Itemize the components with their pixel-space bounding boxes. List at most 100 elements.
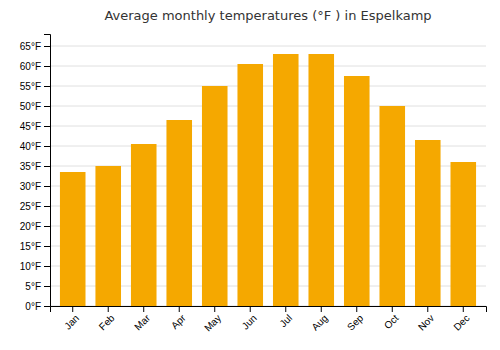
y-tick-mark bbox=[44, 246, 50, 247]
x-tick: Dec bbox=[451, 306, 471, 333]
x-tick-label: Aug bbox=[309, 312, 329, 332]
y-tick-mark bbox=[44, 186, 50, 187]
x-tick-label: Jul bbox=[277, 312, 294, 329]
x-tick-mark bbox=[427, 306, 428, 312]
y-tick: 0°F bbox=[25, 301, 50, 312]
y-tick-mark bbox=[44, 86, 50, 87]
bar bbox=[237, 64, 263, 306]
title: Average monthly temperatures (°F ) in Es… bbox=[104, 8, 431, 23]
x-tick-label: Jun bbox=[240, 312, 259, 331]
x-tick-mark bbox=[72, 306, 73, 312]
y-tick: 45°F bbox=[20, 121, 50, 132]
x-tick: Aug bbox=[309, 306, 329, 333]
x-tick-label: Nov bbox=[416, 312, 436, 332]
y-axis-line bbox=[44, 35, 51, 307]
x-tick: Sep bbox=[345, 306, 366, 333]
x-tick: Jun bbox=[240, 306, 259, 332]
y-tick-label: 45°F bbox=[20, 121, 41, 132]
x-tick-mark bbox=[108, 306, 109, 312]
bars bbox=[60, 54, 476, 306]
x-tick-mark bbox=[250, 306, 251, 312]
y-tick-label: 10°F bbox=[20, 261, 41, 272]
y-tick-mark bbox=[44, 46, 50, 47]
bar bbox=[95, 166, 121, 306]
bar bbox=[166, 120, 192, 306]
y-tick: 50°F bbox=[20, 101, 50, 112]
x-tick: Apr bbox=[169, 306, 188, 331]
bar bbox=[308, 54, 334, 306]
y-tick: 35°F bbox=[20, 161, 50, 172]
y-tick-mark bbox=[44, 306, 50, 307]
x-tick: Mar bbox=[132, 306, 152, 332]
y-tick-label: 0°F bbox=[25, 301, 41, 312]
y-tick: 25°F bbox=[20, 201, 50, 212]
x-tick-label: Sep bbox=[345, 312, 366, 333]
y-tick-mark bbox=[44, 66, 50, 67]
x-tick: Jan bbox=[62, 306, 81, 332]
y-tick: 60°F bbox=[20, 61, 50, 72]
bar bbox=[450, 162, 476, 306]
bar bbox=[202, 86, 228, 306]
chart: Average monthly temperatures (°F ) in Es… bbox=[0, 0, 500, 350]
bar bbox=[344, 76, 370, 306]
x-tick-mark bbox=[179, 306, 180, 312]
x-tick-label: Feb bbox=[97, 312, 117, 332]
y-tick-label: 55°F bbox=[20, 81, 41, 92]
x-tick-mark bbox=[356, 306, 357, 312]
grid-line bbox=[50, 86, 486, 87]
x-tick-label: Mar bbox=[132, 312, 152, 332]
y-tick: 10°F bbox=[20, 261, 50, 272]
x-tick-mark bbox=[214, 306, 215, 312]
grid-line bbox=[50, 66, 486, 67]
x-tick-mark bbox=[392, 306, 393, 312]
y-tick-label: 25°F bbox=[20, 201, 41, 212]
bar bbox=[131, 144, 157, 306]
x-tick: Jul bbox=[277, 306, 294, 329]
x-tick-label: Dec bbox=[451, 312, 471, 332]
y-tick-mark bbox=[44, 146, 50, 147]
y-tick-mark bbox=[44, 126, 50, 127]
y-tick: 40°F bbox=[20, 141, 50, 152]
y-tick-mark bbox=[44, 226, 50, 227]
y-tick: 30°F bbox=[20, 181, 50, 192]
y-tick-label: 50°F bbox=[20, 101, 41, 112]
y-tick: 55°F bbox=[20, 81, 50, 92]
x-tick-label: Oct bbox=[382, 312, 401, 331]
x-tick: Feb bbox=[97, 306, 117, 332]
x-axis-line bbox=[51, 307, 487, 313]
plot: 0°F5°F10°F15°F20°F25°F30°F35°F40°F45°F50… bbox=[20, 35, 487, 334]
grid-line bbox=[50, 106, 486, 107]
grid-line bbox=[50, 46, 486, 47]
y-tick-mark bbox=[44, 266, 50, 267]
y-tick-mark bbox=[44, 106, 50, 107]
y-tick-mark bbox=[44, 166, 50, 167]
x-tick-label: May bbox=[202, 312, 223, 333]
y-tick-label: 40°F bbox=[20, 141, 41, 152]
grid bbox=[50, 46, 486, 306]
x-tick-mark bbox=[321, 306, 322, 312]
y-tick-label: 30°F bbox=[20, 181, 41, 192]
x-tick-mark bbox=[463, 306, 464, 312]
bar bbox=[379, 106, 405, 306]
y-tick-label: 5°F bbox=[25, 281, 41, 292]
y-tick-label: 35°F bbox=[20, 161, 41, 172]
y-tick-mark bbox=[44, 286, 50, 287]
y-tick: 20°F bbox=[20, 221, 50, 232]
bar bbox=[415, 140, 441, 306]
bar bbox=[273, 54, 299, 306]
x-tick: Nov bbox=[416, 306, 436, 333]
bar bbox=[60, 172, 86, 306]
x-tick: May bbox=[202, 306, 223, 334]
x-axis: Jan Feb Mar Apr May Jun Jul Aug Sep Oct Nov Dec bbox=[51, 306, 487, 334]
grid-line bbox=[50, 126, 486, 127]
x-tick-mark bbox=[285, 306, 286, 312]
y-tick: 5°F bbox=[25, 281, 50, 292]
x-tick-mark bbox=[143, 306, 144, 312]
y-tick-label: 65°F bbox=[20, 41, 41, 52]
x-tick: Oct bbox=[382, 306, 401, 331]
y-axis: 0°F5°F10°F15°F20°F25°F30°F35°F40°F45°F50… bbox=[20, 35, 51, 312]
y-tick-label: 60°F bbox=[20, 61, 41, 72]
y-tick-mark bbox=[44, 206, 50, 207]
y-tick-label: 20°F bbox=[20, 221, 41, 232]
x-tick-label: Jan bbox=[62, 312, 81, 331]
